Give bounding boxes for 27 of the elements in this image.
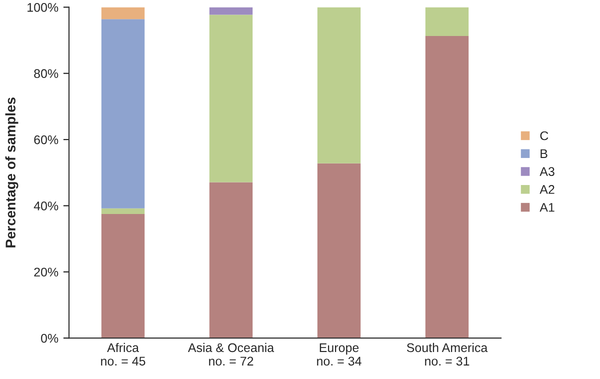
- bar: [425, 7, 469, 36]
- legend-label: A2: [540, 185, 554, 194]
- y-tick-label: 80%: [34, 69, 58, 78]
- legend-label: B: [540, 149, 548, 158]
- bar: [425, 36, 469, 338]
- bar: [101, 7, 145, 20]
- bar: [209, 182, 253, 338]
- bar: [101, 19, 145, 208]
- x-tick-label: Africa no. = 45: [101, 342, 146, 366]
- y-tick-label: 0%: [41, 334, 58, 343]
- legend-label: A1: [540, 203, 554, 212]
- x-tick-label: Europe no. = 34: [317, 343, 362, 366]
- x-tick-label: South America no. = 31: [406, 342, 488, 366]
- y-tick-label: 40%: [34, 202, 58, 210]
- y-tick-label: 20%: [34, 268, 58, 277]
- bar: [317, 7, 361, 164]
- legend-label: A3: [540, 167, 554, 176]
- bar: [101, 208, 145, 214]
- y-axis-title: Percentage of samples: [5, 98, 18, 248]
- bar: [209, 7, 253, 15]
- bar: [317, 163, 361, 338]
- legend-label: C: [540, 131, 548, 140]
- bar: [209, 14, 253, 182]
- x-tick-label: Asia & Oceania no. = 72: [188, 342, 274, 366]
- bar: [101, 214, 145, 338]
- y-tick-label: 100%: [28, 3, 58, 12]
- y-tick-label: 60%: [34, 135, 58, 144]
